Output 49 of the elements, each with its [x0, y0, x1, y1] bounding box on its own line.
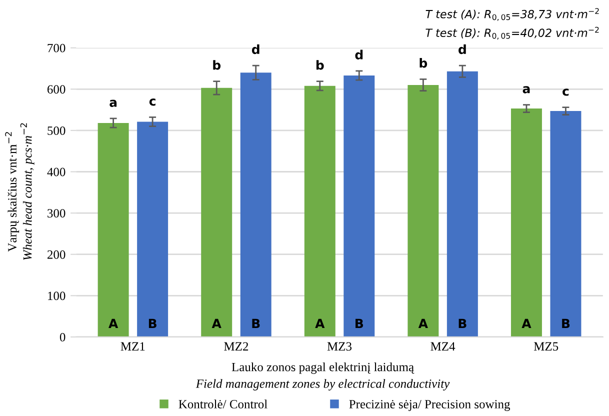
data-label: d	[252, 44, 260, 54]
y-tick-label: 300	[48, 209, 66, 218]
annotation: A	[108, 318, 118, 328]
data-label: a	[110, 100, 117, 107]
annotation: B	[252, 318, 260, 328]
annotation: A	[418, 318, 428, 328]
data-label: c	[149, 98, 156, 106]
data-label: c	[562, 88, 569, 96]
x-tick-label: MZ4	[430, 342, 456, 350]
y-tick-label: 700	[48, 44, 66, 52]
x-axis-title: Lauko zonos pagal elektrinį laidumą Field management zones by electrical conductivity	[196, 362, 450, 390]
bar	[446, 71, 478, 337]
data-label: a	[522, 86, 530, 94]
bar	[201, 88, 232, 337]
data-label: b	[316, 60, 324, 70]
data-label: d	[458, 44, 466, 54]
text: Varpų skaičius vnt·m$^{−2}$ Wheat head count, pcs·m$^{−2}$	[5, 123, 34, 260]
legend-label: Kontrolė/ Control	[178, 400, 268, 408]
bar	[304, 86, 336, 337]
data-label: b	[213, 60, 221, 70]
data-label: d	[355, 50, 363, 60]
y-tick-label: 500	[48, 126, 66, 135]
bar	[344, 76, 375, 337]
annotation: A	[212, 318, 222, 328]
y-tick-label: 200	[48, 250, 66, 259]
bar	[240, 72, 272, 337]
bar	[550, 111, 582, 337]
annotation: B	[356, 318, 364, 328]
bar	[510, 108, 542, 337]
bar	[137, 122, 168, 337]
annotation: B	[562, 318, 570, 328]
x-tick-label: MZ2	[224, 342, 248, 350]
x-tick-label: MZ3	[327, 342, 352, 351]
annotation: B	[458, 318, 466, 328]
text: T test (A): R$_{0,05}$=38,73 vnt·m$^{−2}$	[426, 8, 599, 21]
y-tick-label: 600	[47, 85, 66, 94]
y-tick-label: 100	[48, 292, 66, 300]
bar	[408, 85, 439, 337]
annotation: B	[148, 318, 156, 328]
annotation: A	[522, 318, 532, 328]
annotation: A	[315, 318, 325, 328]
text: T test (B): R$_{0,05}$=40,02 vnt·m$^{−2}$	[426, 26, 599, 40]
legend-label: Precizinė sėja/ Precision sowing	[349, 400, 510, 411]
y-tick-label: 400	[47, 168, 66, 176]
x-tick-label: MZ1	[120, 342, 145, 350]
x-tick-label: MZ5	[534, 342, 558, 351]
y-tick-label: 0	[60, 332, 66, 342]
bar	[98, 123, 129, 337]
data-label: b	[420, 58, 428, 68]
